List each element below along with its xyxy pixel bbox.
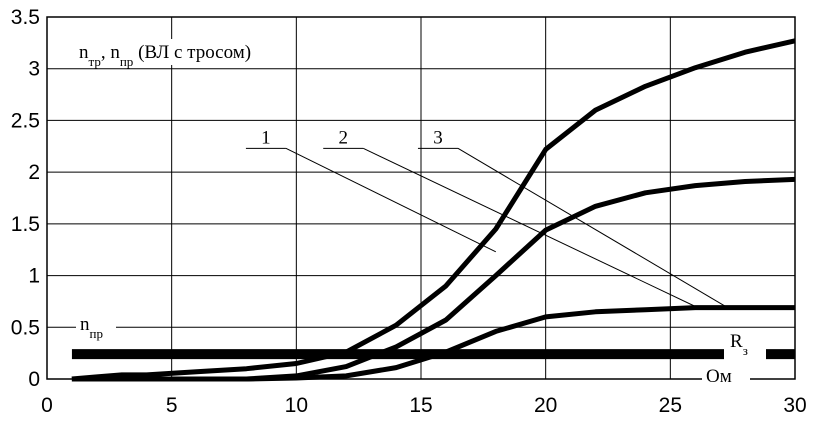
chart-labels: 1 2 3 nтр, nпр (ВЛ с тросом) nпр Rз Ом [72, 39, 766, 388]
series-label: 3 [433, 127, 443, 148]
y-tick-label: 1.5 [11, 213, 40, 236]
series-line-1 [71, 305, 795, 382]
series-leader-line [285, 147, 497, 253]
series-label-bg [335, 126, 352, 147]
y-tick-label: 1 [28, 265, 40, 288]
series-line-2 [71, 176, 796, 382]
series-leader-line [362, 147, 698, 309]
series-lines [71, 38, 796, 382]
x-unit-bg [702, 364, 750, 388]
plot-frame [46, 16, 796, 380]
x-tick-label: 30 [783, 394, 806, 417]
x-tick-label: 25 [659, 394, 682, 417]
marker-label: Rз [730, 331, 748, 358]
series-label-bg [257, 126, 274, 147]
x-unit-label: Ом [706, 366, 732, 387]
y-tick-label: 3 [28, 58, 40, 81]
annotation-bg [72, 39, 292, 65]
series-label: 2 [338, 127, 348, 148]
series-label-bg [429, 126, 446, 147]
y-tick-label: 0.5 [11, 316, 40, 339]
series-leader-line [457, 147, 728, 309]
x-tick-label: 15 [409, 394, 432, 417]
leader-lines [245, 147, 728, 309]
y-tick-label: 0 [28, 368, 40, 391]
series-label: 1 [261, 127, 271, 148]
y-tick-label: 2 [28, 161, 40, 184]
x-tick-label: 10 [285, 394, 308, 417]
y-tick-label: 2.5 [11, 109, 40, 132]
x-tick-label: 0 [41, 394, 53, 417]
x-tick-label: 20 [534, 394, 557, 417]
y-annotation: nтр, nпр (ВЛ с тросом) [79, 42, 251, 69]
tick-labels: 0 5 10 15 20 25 30 0 0.5 1 1.5 2 2.5 3 3.5 [11, 6, 807, 417]
y-tick-label: 3.5 [11, 6, 40, 29]
series-line-3 [71, 38, 796, 382]
marker-label-bg [724, 330, 766, 370]
reference-label-bg [76, 312, 116, 336]
x-tick-label: 5 [166, 394, 178, 417]
reference-label: nпр [80, 314, 103, 341]
